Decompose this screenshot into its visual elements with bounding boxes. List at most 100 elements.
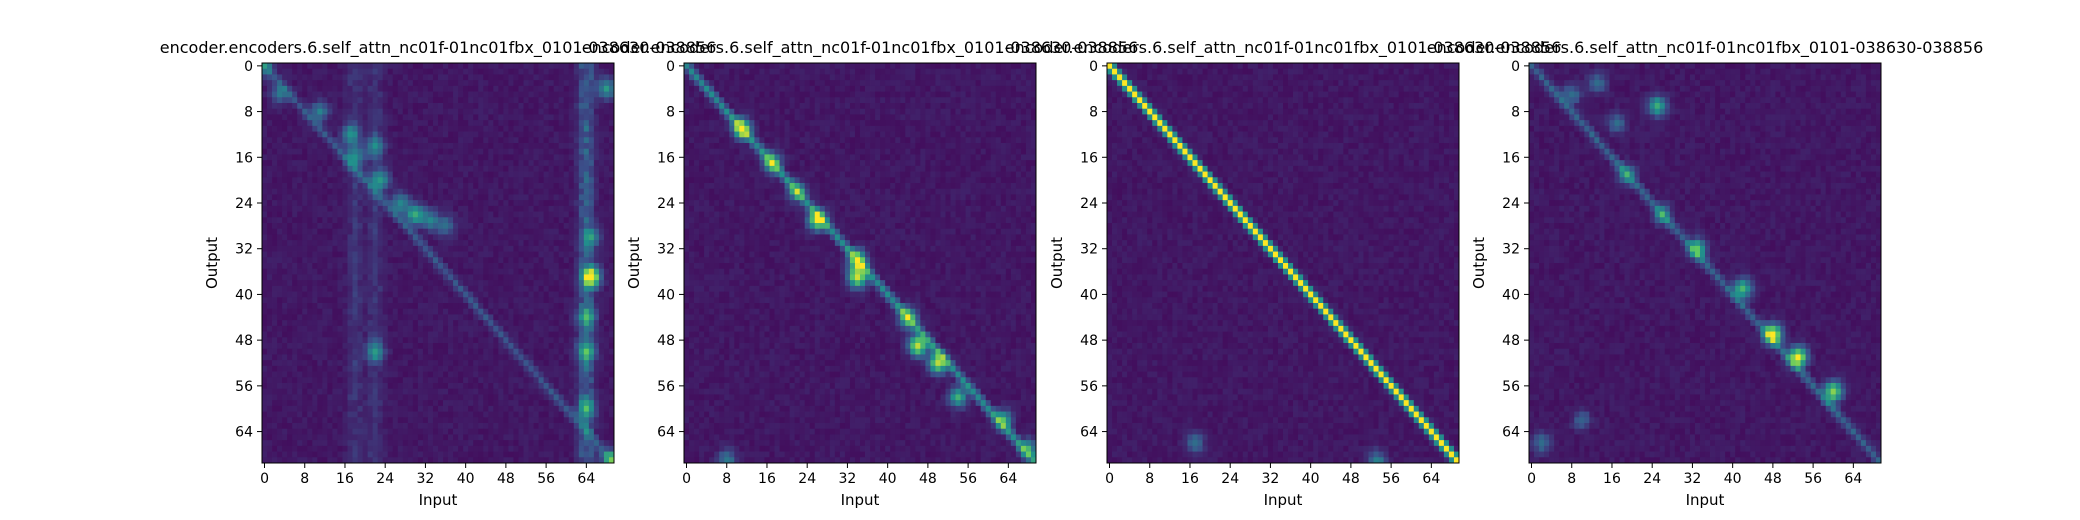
heatmap-cell (412, 80, 419, 87)
heatmap-cell (267, 183, 273, 190)
heatmap-cell (568, 343, 575, 350)
heatmap-cell (377, 371, 384, 378)
heatmap-cell (277, 268, 283, 275)
heatmap-cell (508, 354, 514, 361)
heatmap-cell (312, 257, 318, 264)
heatmap-cell (272, 171, 278, 178)
heatmap-cell (608, 194, 615, 201)
heatmap-cell (422, 183, 429, 190)
heatmap-cell (352, 188, 358, 195)
heatmap-cell (598, 68, 605, 75)
heatmap-cell (352, 200, 358, 207)
heatmap-cell (608, 234, 615, 241)
heatmap-cell (417, 274, 424, 281)
heatmap-cell (352, 114, 358, 121)
heatmap-cell (458, 120, 464, 127)
heatmap-cell (387, 434, 394, 441)
heatmap-cell (523, 177, 529, 184)
heatmap-cell (573, 434, 580, 441)
heatmap-cell (538, 308, 544, 315)
heatmap-cell (262, 325, 268, 332)
heatmap-cell (438, 365, 444, 372)
heatmap-cell (397, 131, 404, 138)
heatmap-cell (558, 165, 565, 172)
heatmap-cell (292, 360, 298, 367)
heatmap-cell (468, 114, 474, 121)
heatmap-cell (503, 285, 509, 292)
heatmap-cell (407, 85, 414, 92)
heatmap-cell (417, 280, 424, 287)
heatmap-cell (352, 325, 358, 332)
heatmap-cell (282, 223, 288, 230)
heatmap-cell (387, 411, 394, 418)
heatmap-cell (558, 205, 565, 212)
heatmap-cell (382, 171, 389, 178)
heatmap-cell (478, 405, 484, 412)
heatmap-cell (513, 251, 519, 258)
heatmap-cell (382, 440, 389, 447)
heatmap-cell (272, 177, 278, 184)
heatmap-cell (523, 457, 529, 464)
heatmap-cell (558, 365, 565, 372)
heatmap-cell (347, 63, 353, 70)
heatmap-cell (493, 445, 499, 452)
heatmap-cell (573, 303, 580, 310)
heatmap-cell (417, 303, 424, 310)
heatmap-cell (508, 377, 514, 384)
heatmap-cell (518, 428, 524, 435)
heatmap-cell (357, 274, 363, 281)
heatmap-cell (347, 114, 353, 121)
heatmap-cell (478, 91, 484, 98)
heatmap-cell (407, 331, 414, 338)
heatmap-cell (583, 74, 590, 81)
heatmap-cell (382, 354, 389, 361)
heatmap-cell (533, 303, 539, 310)
heatmap-cell (412, 457, 419, 464)
heatmap-cell (347, 165, 353, 172)
heatmap-cell (342, 205, 348, 212)
heatmap-cell (563, 245, 570, 252)
heatmap-cell (493, 205, 499, 212)
heatmap-cell (392, 314, 399, 321)
heatmap-cell (432, 457, 439, 464)
heatmap-cell (463, 314, 469, 321)
heatmap-cell (397, 125, 404, 132)
heatmap-cell (382, 308, 389, 315)
heatmap-cell (377, 74, 384, 81)
heatmap-cell (427, 365, 434, 372)
heatmap-cell (397, 85, 404, 92)
heatmap-cell (503, 400, 509, 407)
heatmap-cell (267, 400, 273, 407)
heatmap-cell (292, 200, 298, 207)
heatmap-cell (553, 114, 560, 121)
heatmap-cell (448, 365, 454, 372)
heatmap-cell (518, 103, 524, 110)
heatmap-cell (538, 314, 544, 321)
heatmap-cell (468, 428, 474, 435)
heatmap-cell (267, 131, 273, 138)
heatmap-cell (272, 245, 278, 252)
heatmap-cell (282, 257, 288, 264)
heatmap-cell (583, 154, 590, 161)
heatmap-cell (448, 63, 454, 70)
heatmap-cell (337, 274, 343, 281)
heatmap-cell (317, 451, 323, 458)
heatmap-cell (272, 303, 278, 310)
heatmap-cell (432, 200, 439, 207)
heatmap-cell (392, 297, 399, 304)
heatmap-cell (307, 297, 313, 304)
heatmap-cell (498, 143, 504, 150)
heatmap-cell (563, 297, 570, 304)
heatmap-cell (332, 377, 338, 384)
heatmap-cell (282, 228, 288, 235)
heatmap-cell (578, 97, 585, 104)
heatmap-cell (483, 137, 489, 144)
heatmap-cell (367, 383, 374, 390)
heatmap-cell (347, 274, 353, 281)
heatmap-cell (357, 154, 363, 161)
heatmap-cell (528, 234, 534, 241)
heatmap-cell (538, 274, 544, 281)
heatmap-cell (608, 457, 615, 464)
y-axis-label: Output (203, 237, 221, 289)
heatmap-cell (357, 440, 363, 447)
